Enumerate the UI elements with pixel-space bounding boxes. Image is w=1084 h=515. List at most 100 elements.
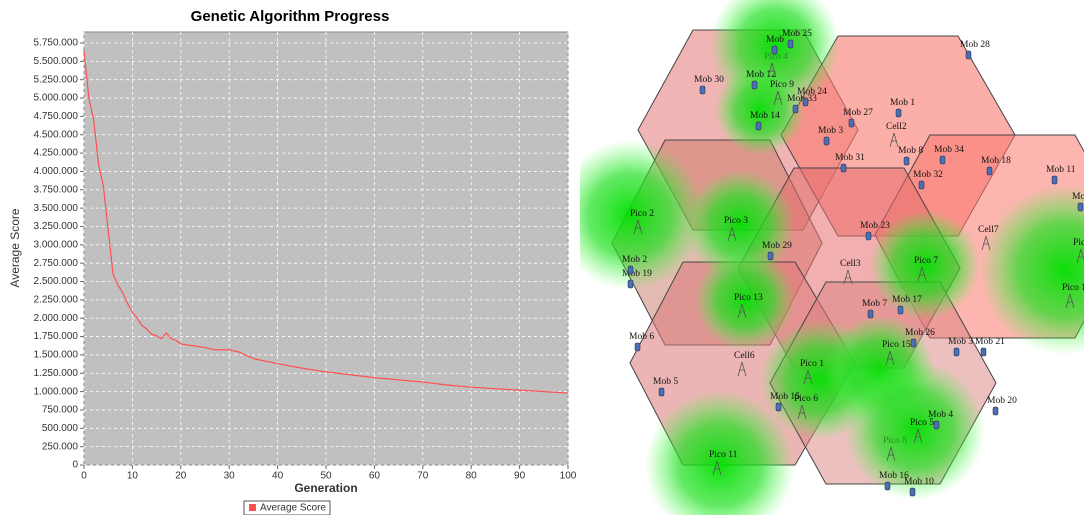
node-labels: Mob Mob 25 Pico 4 Mob 28 Mob 30 Mob 12 P… (622, 29, 1084, 487)
y-tick-label: 500.000 (42, 423, 79, 434)
tower-icon (917, 266, 927, 282)
node-label: Mob 32 (913, 170, 943, 180)
node-label: Mob 1 (890, 98, 915, 108)
y-tick-label: 2.500.000 (34, 276, 79, 287)
pico-coverage (980, 185, 1084, 355)
mobile-icon (918, 180, 925, 190)
tower-icon (727, 226, 737, 242)
y-tick-label: 4.500.000 (34, 129, 79, 140)
tower-icon (712, 460, 722, 476)
node-label: Mob 25 (782, 29, 812, 39)
mobile-icon (992, 406, 999, 416)
node-label: Mob 12 (746, 70, 776, 80)
y-tick-label: 4.750.000 (34, 111, 79, 122)
pico-coverage (845, 360, 985, 500)
x-tick-label: 0 (81, 471, 87, 482)
coverage (580, 0, 1084, 515)
y-tick-label: 1.500.000 (34, 350, 79, 361)
tower-icon (1065, 293, 1075, 309)
y-tick-label: 2.750.000 (34, 258, 79, 269)
node-label: Mob 18 (981, 156, 1011, 166)
node-label: Mob 19 (622, 269, 652, 279)
pico-coverage (715, 65, 805, 155)
y-tick-label: 5.000.000 (34, 93, 79, 104)
legend-label: Average Score (260, 503, 326, 514)
node-label: Pico 6 (794, 394, 818, 404)
legend-swatch (249, 504, 256, 511)
node-label: Pic (1073, 238, 1084, 248)
x-tick-label: 70 (417, 471, 429, 482)
y-tick-label: 2.000.000 (34, 313, 79, 324)
mobile-icon (755, 121, 762, 131)
pico-coverage (870, 210, 980, 320)
y-axis-label: Average Score (8, 208, 22, 287)
node-label: Pico 5 (910, 418, 934, 428)
mobile-icon (865, 231, 872, 241)
node-label: Mob 3 (818, 126, 843, 136)
y-tick-label: 4.250.000 (34, 148, 79, 159)
node-label: Mob 4 (928, 410, 953, 420)
node-icons (627, 39, 1084, 497)
mobile-icon (823, 136, 830, 146)
tower-icon (889, 132, 899, 148)
pico-coverage (685, 170, 795, 280)
x-tick-label: 100 (560, 471, 577, 482)
node-label: Mob (1072, 192, 1084, 202)
tower-icon (913, 428, 923, 444)
y-tick-label: 5.500.000 (34, 56, 79, 67)
legend (243, 500, 331, 515)
plot: 0 250.000 500.000 750.000 1.000.000 1.250.000… (34, 32, 577, 482)
node-label: Pico 11 (709, 450, 738, 460)
mobile-icon (910, 338, 917, 348)
mobile-icon (848, 118, 855, 128)
x-tick-label: 20 (175, 471, 187, 482)
node-label: Mob 14 (750, 111, 780, 121)
tower-icon (981, 235, 991, 251)
node-label: Mob 20 (987, 396, 1017, 406)
node-label: Pico 13 (734, 293, 763, 303)
node-label: Pico 7 (914, 256, 938, 266)
node-label: Mob 26 (905, 328, 935, 338)
mobile-icon (884, 481, 891, 491)
node-label: Mob 3 (948, 337, 973, 347)
node-label: Pico 1 (800, 359, 824, 369)
y-tick-label: 1.000.000 (34, 386, 79, 397)
mobile-icon (775, 402, 782, 412)
node-label: Pico 8 (883, 436, 907, 446)
y-tick-label: 5.750.000 (34, 38, 79, 49)
mobile-icon (792, 104, 799, 114)
mobile-icon (939, 155, 946, 165)
mobile-icon (1077, 202, 1084, 212)
node-label: Mob 28 (960, 40, 990, 50)
mobile-icon (933, 420, 940, 430)
node-label: Mob 30 (694, 75, 724, 85)
node-label: Mob 21 (975, 337, 1005, 347)
mobile-icon (965, 50, 972, 60)
pico-coverage (580, 140, 705, 290)
tower-icon (885, 350, 895, 366)
node-label: Cell6 (734, 351, 755, 361)
node-label: Cell3 (840, 259, 861, 269)
mobile-icon (1051, 175, 1058, 185)
mobile-icon (980, 347, 987, 357)
node-label: Mob 24 (797, 87, 827, 97)
node-label: Mob 27 (843, 108, 873, 118)
mobile-icon (867, 309, 874, 319)
y-tick-label: 5.250.000 (34, 74, 79, 85)
y-tick-label: 750.000 (42, 405, 79, 416)
x-tick-label: 90 (514, 471, 526, 482)
node-label: Mob 7 (862, 299, 887, 309)
x-tick-label: 30 (224, 471, 236, 482)
mobile-icon (627, 279, 634, 289)
node-label: Mob 15 (770, 392, 800, 402)
node-label: Pico 4 (764, 52, 788, 62)
node-label: Mob 17 (892, 295, 922, 305)
mobile-icon (767, 251, 774, 261)
x-tick-label: 40 (272, 471, 284, 482)
mobile-icon (787, 39, 794, 49)
mobile-icon (903, 156, 910, 166)
mobile-icon (986, 166, 993, 176)
node-label: Pico 1 (1062, 283, 1084, 293)
pico-coverage (695, 250, 795, 350)
